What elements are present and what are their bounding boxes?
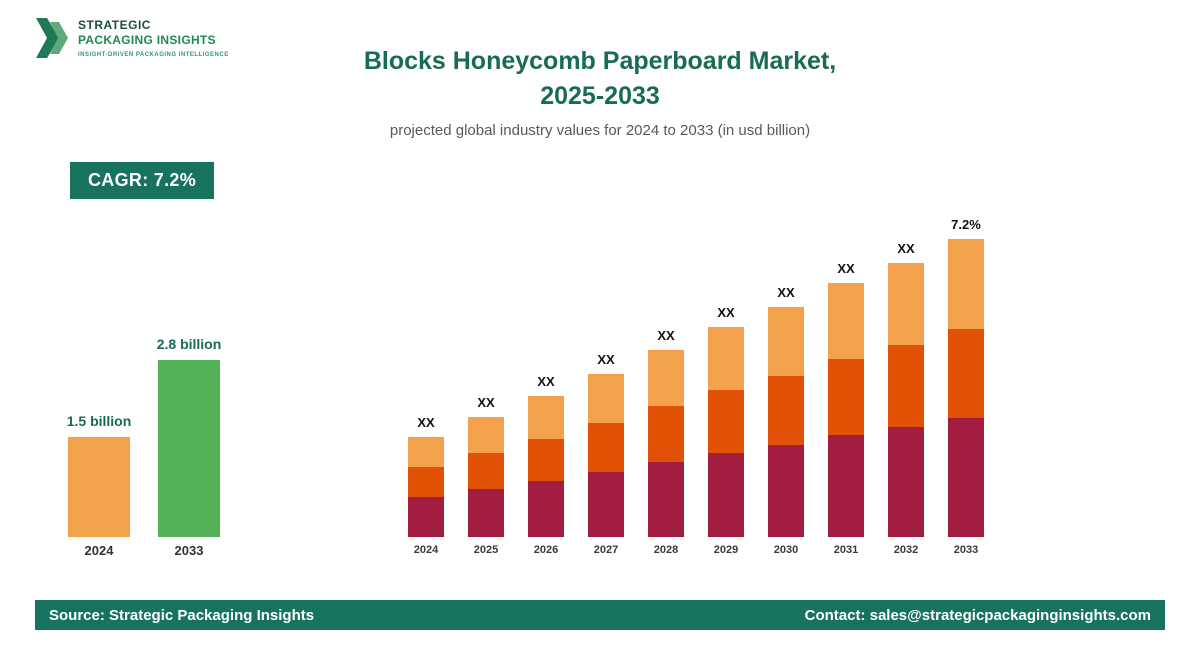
- bar-segment-middle: [768, 376, 804, 445]
- footer-contact: Contact: sales@strategicpackaginginsight…: [804, 606, 1151, 624]
- bar-segment-bottom: [828, 435, 864, 537]
- bar-value-label: XX: [657, 328, 675, 343]
- footer-source: Source: Strategic Packaging Insights: [49, 606, 315, 624]
- main-bar-2033: 7.2% 2033: [948, 217, 984, 556]
- bar-segment-top: [708, 327, 744, 390]
- logo: STRATEGIC PACKAGING INSIGHTS INSIGHT-DRI…: [34, 12, 229, 69]
- bar-segment-top: [948, 239, 984, 329]
- bar-segment-middle: [708, 390, 744, 453]
- bar-segment-middle: [468, 453, 504, 489]
- summary-bar: [68, 437, 130, 537]
- main-bar-2030: XX 2030: [768, 285, 804, 556]
- main-chart: XX 2024 XX 2025 XX 2026 XX 2027 XX 2028 XX 2029 XX 20…: [408, 200, 984, 556]
- bar-segment-middle: [888, 345, 924, 427]
- bar-segment-top: [888, 263, 924, 345]
- main-bar-2029: XX 2029: [708, 305, 744, 556]
- bar-stack: [768, 307, 804, 537]
- bar-value-label: XX: [597, 352, 615, 367]
- main-bar-2025: XX 2025: [468, 395, 504, 556]
- page-subtitle: projected global industry values for 202…: [389, 122, 811, 139]
- bar-segment-top: [828, 283, 864, 359]
- summary-bar-2033: 2.8 billion 2033: [156, 336, 222, 558]
- bar-segment-middle: [588, 423, 624, 472]
- main-bar-2027: XX 2027: [588, 352, 624, 556]
- bar-value-label: XX: [777, 285, 795, 300]
- bar-stack: [888, 263, 924, 537]
- bar-segment-bottom: [588, 472, 624, 537]
- bar-segment-top: [588, 374, 624, 423]
- bar-stack: [468, 417, 504, 537]
- bar-segment-bottom: [888, 427, 924, 537]
- main-bar-2028: XX 2028: [648, 328, 684, 556]
- bar-segment-bottom: [648, 462, 684, 537]
- summary-chart: 1.5 billion 2024 2.8 billion 2033: [66, 320, 222, 558]
- summary-bar-year: 2033: [174, 543, 204, 558]
- bar-year-label: 2032: [893, 544, 919, 556]
- bar-year-label: 2028: [653, 544, 679, 556]
- bar-segment-top: [528, 396, 564, 439]
- bar-year-label: 2026: [533, 544, 559, 556]
- bar-segment-middle: [648, 406, 684, 462]
- bar-year-label: 2031: [833, 544, 859, 556]
- bar-year-label: 2024: [413, 544, 439, 556]
- summary-bar-year: 2024: [84, 543, 114, 558]
- bar-stack: [708, 327, 744, 537]
- bar-stack: [828, 283, 864, 537]
- bar-segment-bottom: [528, 481, 564, 537]
- cagr-badge: CAGR: 7.2%: [70, 162, 215, 199]
- bar-stack: [408, 437, 444, 537]
- main-bar-2032: XX 2032: [888, 241, 924, 556]
- main-bar-2024: XX 2024: [408, 415, 444, 556]
- bar-year-label: 2033: [953, 544, 979, 556]
- main-bar-2031: XX 2031: [828, 261, 864, 556]
- summary-bar-value-label: 1.5 billion: [66, 413, 132, 429]
- bar-stack: [948, 239, 984, 537]
- bar-stack: [648, 350, 684, 537]
- bar-value-label: XX: [717, 305, 735, 320]
- summary-bar: [158, 360, 220, 537]
- bar-year-label: 2029: [713, 544, 739, 556]
- bar-value-label: XX: [837, 261, 855, 276]
- bar-stack: [528, 396, 564, 537]
- footer-bar: Source: Strategic Packaging Insights Con…: [35, 600, 1165, 630]
- logo-chevron-icon: [34, 12, 70, 69]
- logo-line2: PACKAGING INSIGHTS: [78, 33, 216, 47]
- bar-segment-bottom: [468, 489, 504, 537]
- bar-year-label: 2030: [773, 544, 799, 556]
- page-title-line1: Blocks Honeycomb Paperboard Market,: [363, 47, 837, 75]
- bar-segment-middle: [948, 329, 984, 418]
- header: Blocks Honeycomb Paperboard Market, 2025…: [0, 44, 1200, 139]
- summary-bar-2024: 1.5 billion 2024: [66, 413, 132, 558]
- bar-value-label: XX: [537, 374, 555, 389]
- bar-value-label: 7.2%: [951, 217, 981, 232]
- bar-segment-middle: [408, 467, 444, 497]
- bar-value-label: XX: [897, 241, 915, 256]
- bar-segment-middle: [528, 439, 564, 481]
- bar-segment-top: [768, 307, 804, 376]
- bar-segment-bottom: [948, 418, 984, 537]
- main-bars-row: XX 2024 XX 2025 XX 2026 XX 2027 XX 2028 XX 2029 XX 20…: [408, 200, 984, 556]
- logo-text: STRATEGIC PACKAGING INSIGHTS INSIGHT-DRI…: [78, 12, 229, 58]
- bar-segment-top: [408, 437, 444, 467]
- bar-value-label: XX: [477, 395, 495, 410]
- bar-segment-middle: [828, 359, 864, 435]
- logo-line1: STRATEGIC: [78, 18, 151, 32]
- bar-segment-bottom: [768, 445, 804, 537]
- bar-stack: [588, 374, 624, 537]
- logo-tagline: INSIGHT-DRIVEN PACKAGING INTELLIGENCE: [78, 52, 229, 58]
- summary-bar-value-label: 2.8 billion: [156, 336, 222, 352]
- bar-segment-top: [468, 417, 504, 453]
- bar-segment-bottom: [708, 453, 744, 537]
- bar-value-label: XX: [417, 415, 435, 430]
- bar-year-label: 2027: [593, 544, 619, 556]
- summary-bars-row: 1.5 billion 2024 2.8 billion 2033: [66, 320, 222, 558]
- bar-segment-bottom: [408, 497, 444, 537]
- page-title-line2: 2025-2033: [540, 82, 660, 110]
- main-bar-2026: XX 2026: [528, 374, 564, 556]
- bar-segment-top: [648, 350, 684, 406]
- bar-year-label: 2025: [473, 544, 499, 556]
